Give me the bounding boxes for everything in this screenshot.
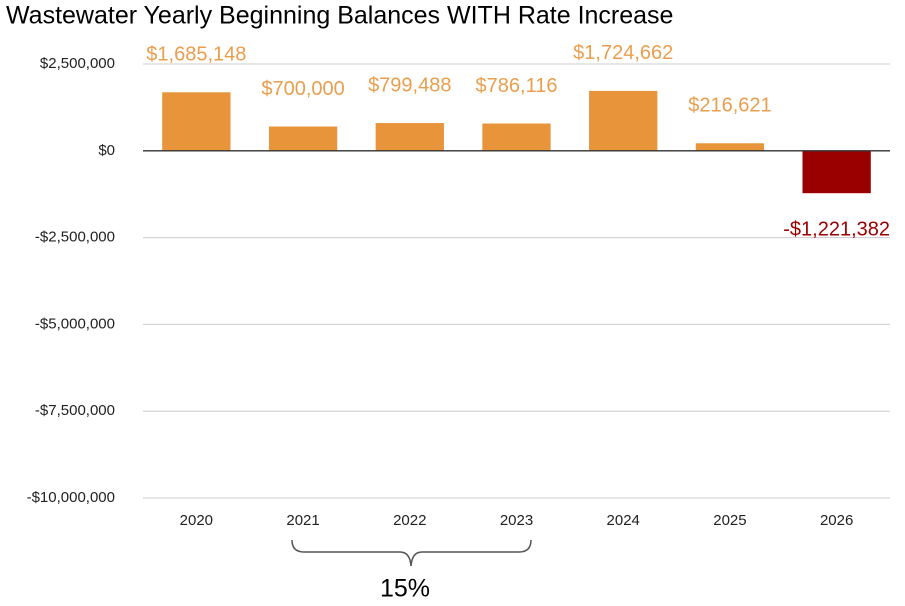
y-tick-label: -$2,500,000 [35, 229, 115, 246]
bar [802, 150, 871, 194]
y-tick-label: -$10,000,000 [27, 489, 115, 506]
bar [695, 143, 765, 151]
y-tick-label: -$7,500,000 [35, 402, 115, 419]
x-tick-label: 2022 [393, 512, 426, 529]
value-label: $700,000 [261, 78, 344, 100]
annotation: 15% [380, 575, 430, 603]
bar [268, 126, 338, 151]
bar [162, 92, 231, 151]
x-tick-label: 2020 [180, 512, 213, 529]
value-label: $1,685,148 [146, 44, 246, 66]
x-tick-label: 2026 [820, 512, 853, 529]
x-tick-label: 2024 [607, 512, 640, 529]
value-label: $799,488 [368, 74, 451, 96]
brace [291, 539, 532, 567]
bar [482, 123, 551, 151]
value-label: $216,621 [688, 95, 771, 117]
value-label: $1,724,662 [573, 42, 673, 64]
value-label: $786,116 [476, 75, 558, 97]
x-tick-label: 2025 [713, 512, 746, 529]
y-tick-label: $0 [98, 142, 115, 159]
value-label: -$1,221,382 [783, 218, 890, 240]
y-tick-label: -$5,000,000 [35, 315, 115, 332]
y-tick-label: $2,500,000 [40, 55, 115, 72]
chart-title: Wastewater Yearly Beginning Balances WIT… [6, 2, 673, 30]
x-tick-label: 2021 [286, 512, 319, 529]
x-tick-label: 2023 [500, 512, 533, 529]
bar [589, 90, 658, 151]
bar [375, 123, 444, 151]
